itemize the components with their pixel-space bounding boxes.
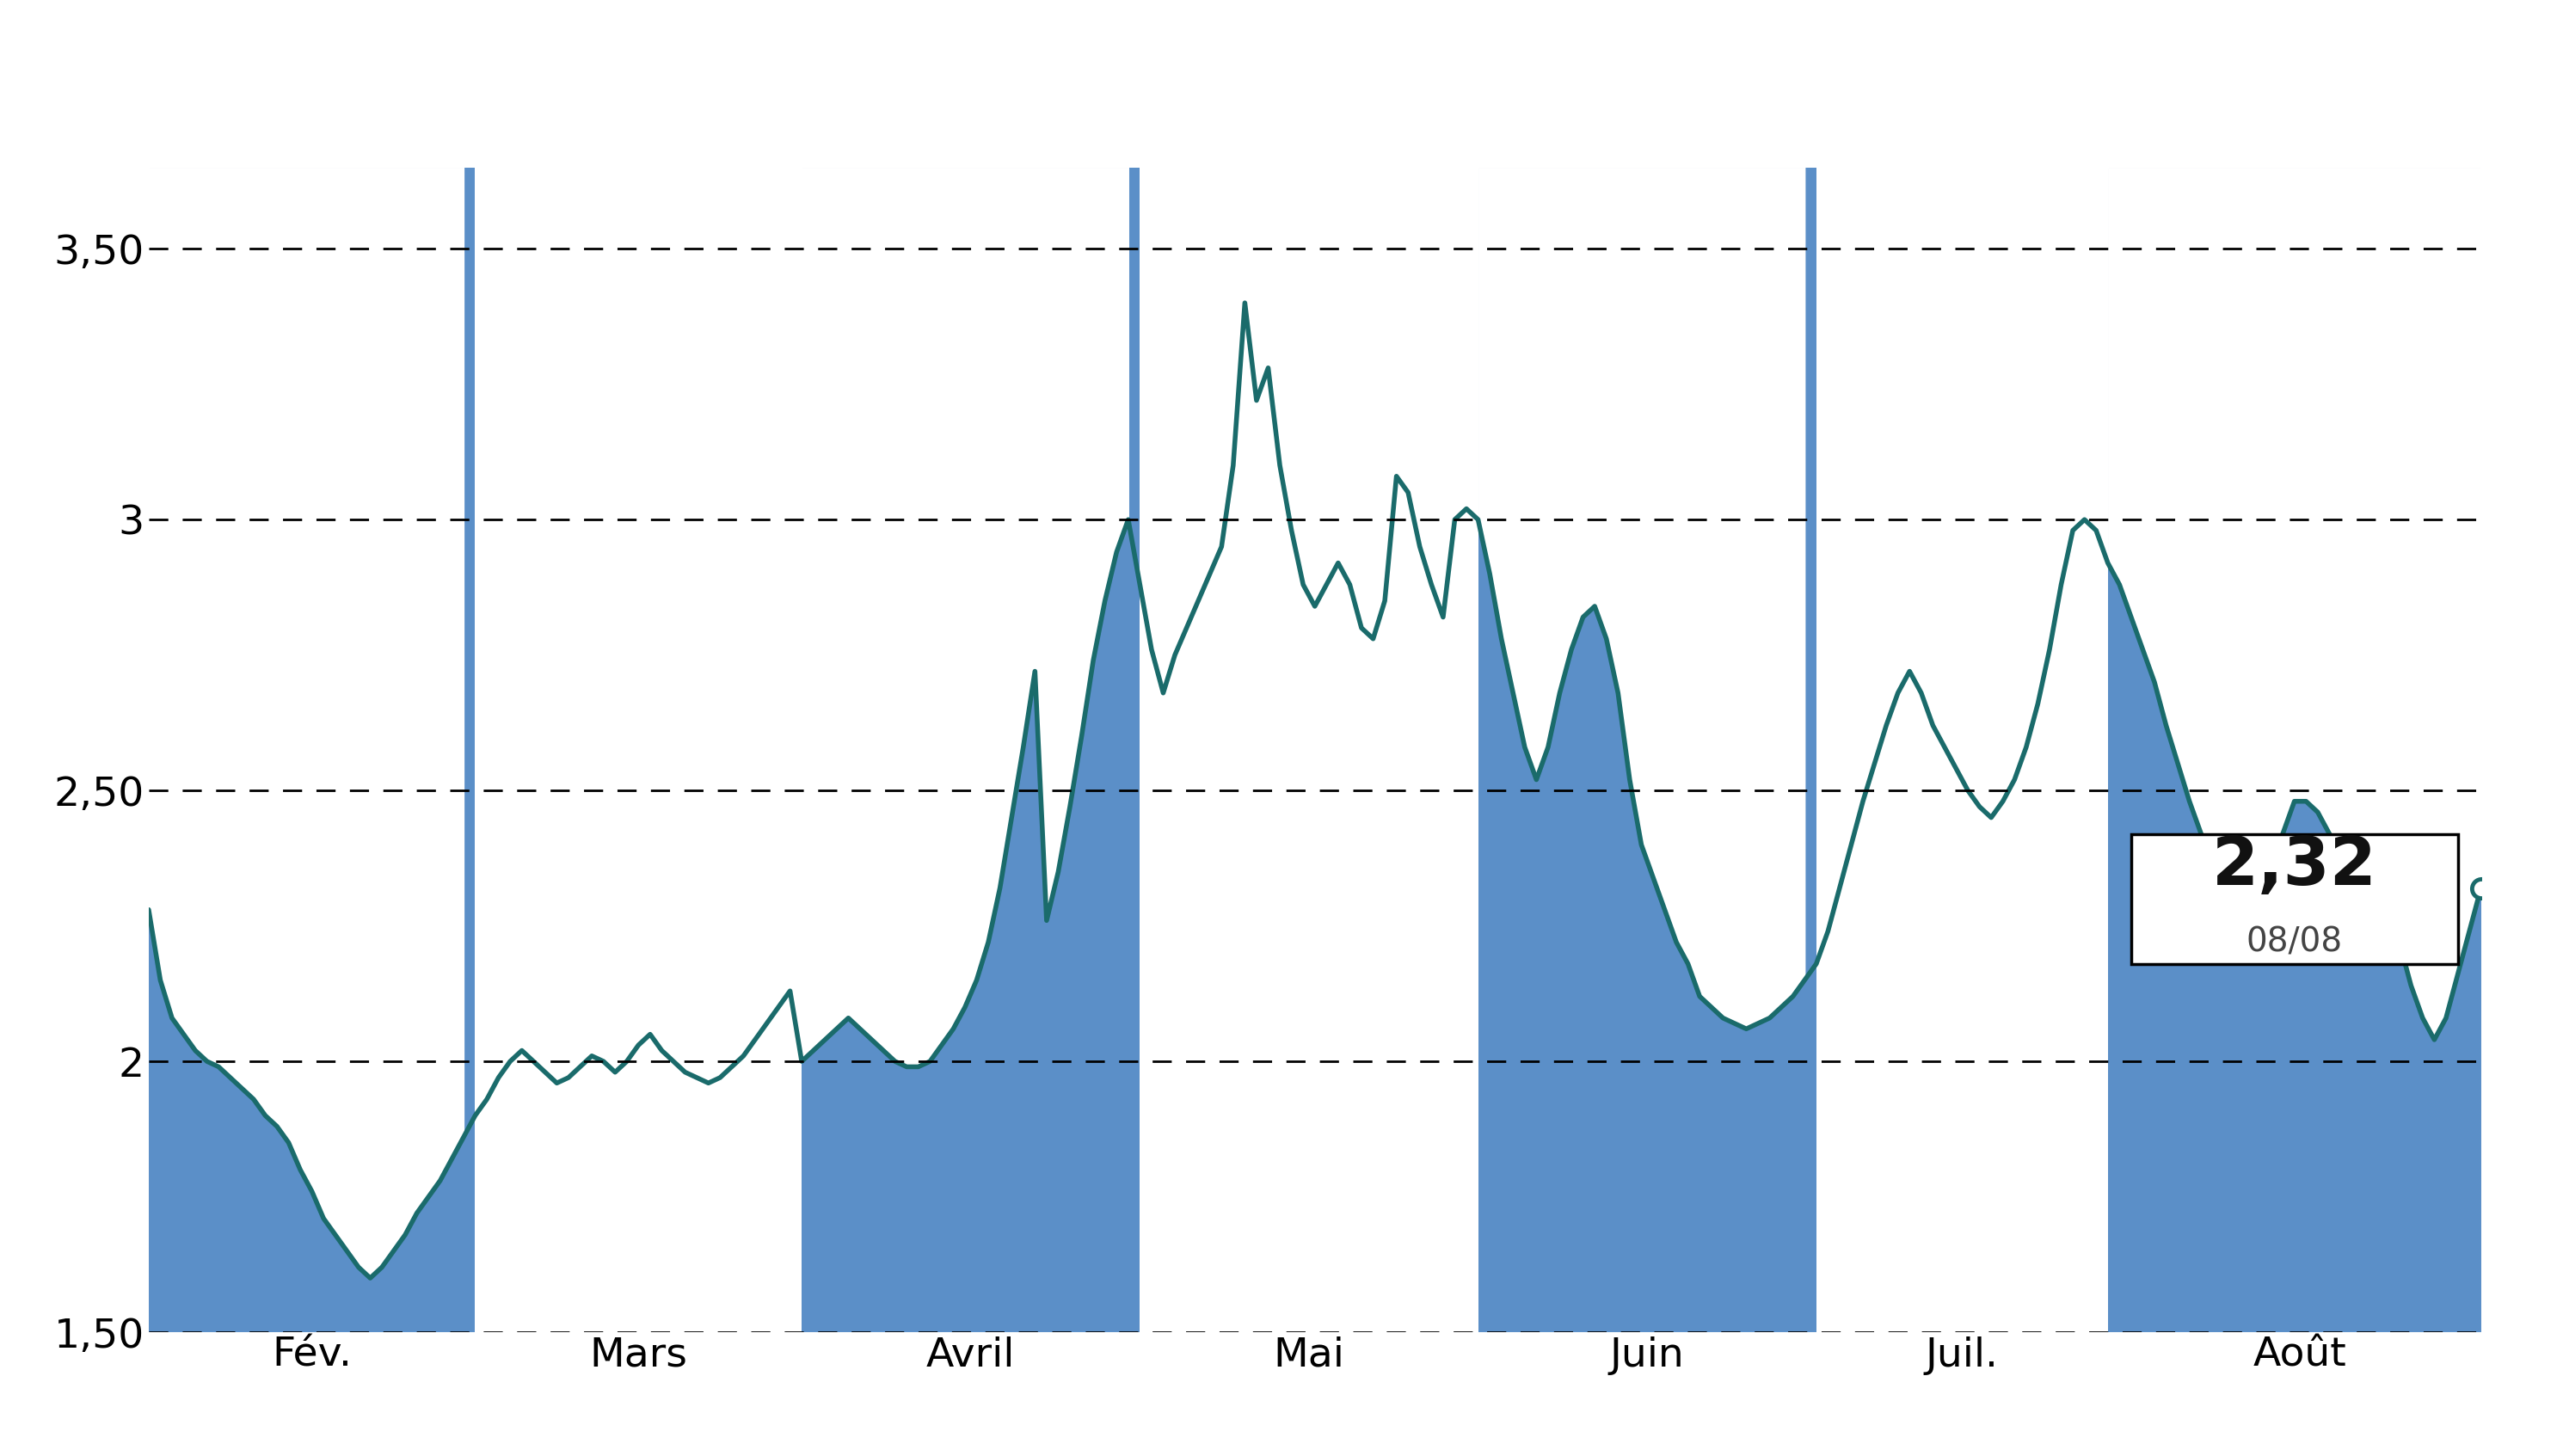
FancyBboxPatch shape — [2132, 834, 2458, 964]
Bar — [2107, 167, 2494, 1332]
Bar — [149, 167, 474, 1332]
Bar — [1479, 167, 1817, 1332]
Text: MCPHY ENERGY: MCPHY ENERGY — [859, 35, 1704, 128]
Text: 08/08: 08/08 — [2245, 926, 2343, 958]
Text: 2,32: 2,32 — [2212, 834, 2376, 898]
Bar — [802, 167, 1141, 1332]
